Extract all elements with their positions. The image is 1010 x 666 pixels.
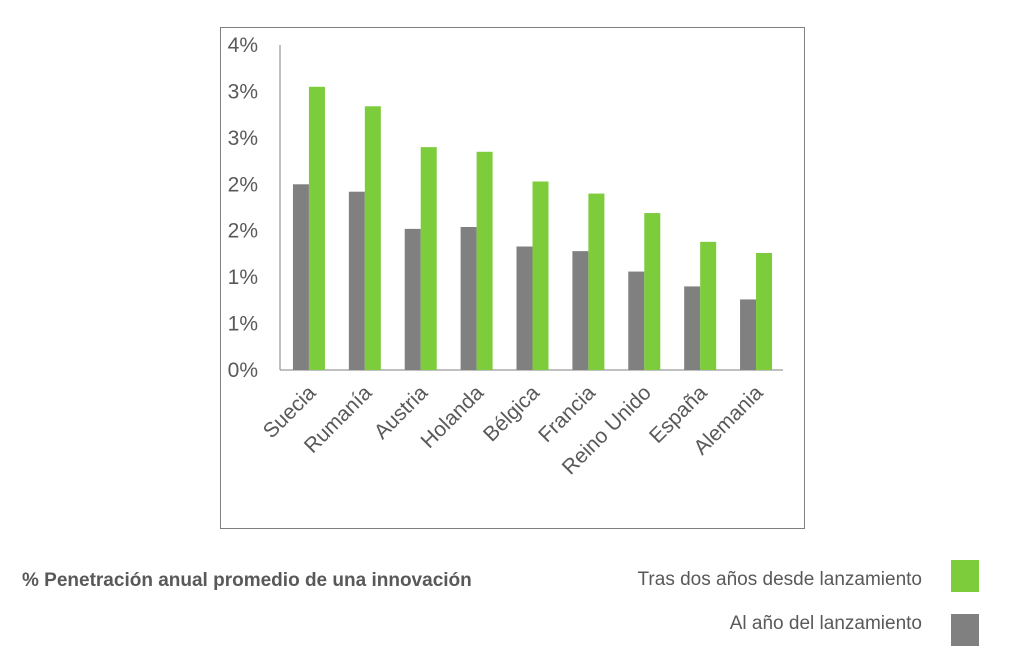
bar-al-ano [460,227,477,370]
bar-al-ano [628,271,645,370]
bar-al-ano [740,299,757,370]
bar-tras-dos-anos [476,151,493,370]
bar-tras-dos-anos [756,253,773,370]
y-tick-label: 3% [228,80,258,103]
x-category-label: Holanda [417,381,489,453]
legend-swatch-gray [951,614,979,646]
y-tick-label: 2% [228,220,258,243]
y-tick-label: 0% [228,359,258,382]
legend-entry-green-label: Tras dos años desde lanzamiento [637,569,922,590]
bar-tras-dos-anos [588,193,605,370]
chart-frame: 0% 1% 1% 2% 2% 3% 3% 4% Suecia Rumanía Austria Hola… [220,27,805,529]
bar-tras-dos-anos [420,147,437,370]
bar-tras-dos-anos [644,213,661,370]
bar-al-ano [684,286,701,370]
bar-al-ano [348,191,365,370]
bar-tras-dos-anos [364,106,381,371]
bar-tras-dos-anos [532,181,549,370]
bar-al-ano [572,251,589,370]
y-tick-label: 3% [228,127,258,150]
legend-entry-gray-label: Al año del lanzamiento [729,613,922,634]
bar-al-ano [516,246,533,370]
bar-al-ano [404,228,421,370]
y-tick-label: 1% [228,313,258,336]
bar-tras-dos-anos [308,86,325,371]
chart-caption: % Penetración anual promedio de una inno… [22,570,472,591]
bar-al-ano [292,184,309,370]
bar-tras-dos-anos [700,241,717,370]
y-tick-label: 1% [228,266,258,289]
legend-swatch-green [951,560,979,592]
y-tick-label: 2% [228,173,258,196]
y-tick-label: 4% [228,34,258,57]
bar-chart: 0%1%1%2%2%3%3%4%SueciaRumaníaAustriaHola… [228,34,783,479]
x-category-label: Bélgica [479,381,544,446]
